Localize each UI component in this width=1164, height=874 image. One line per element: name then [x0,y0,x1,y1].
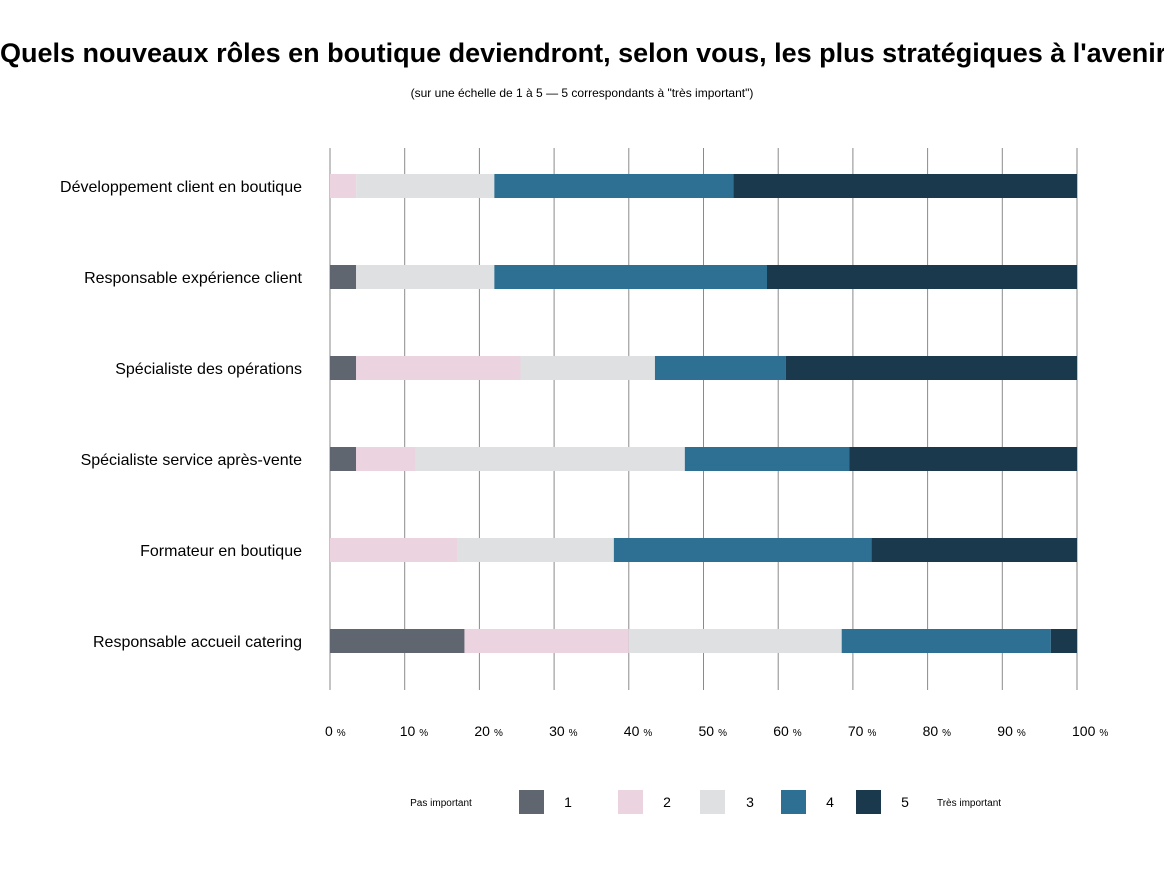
tick-label: 40% [624,723,653,739]
tick-label: 60% [773,723,802,739]
bar-segment-3 [356,265,495,289]
tick-label: 80% [923,723,952,739]
bar-segment-5 [1050,629,1077,653]
tick-label: 10% [400,723,429,739]
bar-segment-3 [456,538,614,562]
bar-segment-5 [849,447,1077,471]
bar-segment-4 [654,356,786,380]
x-axis-ticks: 0% 10% 20% 30% 40% 50% 60% 70% 80% 90% 100% [325,723,1108,739]
bar-segment-3 [628,629,842,653]
bar-segment-5 [766,265,1077,289]
tick-label: 100% [1072,723,1108,739]
legend-high-label: Très important [937,798,1001,809]
legend-swatch-4 [781,790,806,814]
bar-segment-5 [733,174,1077,198]
bar-segment-2 [464,629,629,653]
tick-label: 70% [848,723,877,739]
bar-segment-3 [356,174,495,198]
category-label: Formateur en boutique [140,543,302,560]
bar-segment-4 [841,629,1051,653]
legend-label-3: 3 [746,794,754,810]
bar-segment-3 [415,447,685,471]
tick-label: 90% [997,723,1026,739]
legend-label-2: 2 [663,794,671,810]
bar-segment-3 [520,356,655,380]
legend-swatch-1 [519,790,544,814]
bar-segment-1 [330,356,357,380]
legend-low-label: Pas important [410,798,472,809]
bar-segment-4 [613,538,872,562]
bar-segment-4 [494,265,767,289]
bars [330,174,1077,653]
bar-segment-2 [356,356,521,380]
tick-label: 50% [699,723,728,739]
legend-swatch-2 [618,790,643,814]
legend-swatch-5 [856,790,881,814]
legend-swatch-3 [700,790,725,814]
category-label: Spécialiste des opérations [115,361,302,378]
bar-segment-5 [871,538,1077,562]
legend: Pas important 1 2 3 4 5 Très important [410,790,1001,814]
bar-segment-2 [356,447,416,471]
category-labels: Développement client en boutique Responsa… [60,179,303,651]
category-label: Spécialiste service après-vente [81,452,303,469]
bar-segment-2 [330,174,357,198]
tick-label: 30% [549,723,578,739]
bar-segment-1 [330,629,465,653]
category-label: Responsable expérience client [84,270,302,287]
legend-label-5: 5 [901,794,909,810]
bar-segment-2 [330,538,457,562]
chart-title: Quels nouveaux rôles en boutique deviend… [0,38,1164,68]
chart-subtitle: (sur une échelle de 1 à 5 — 5 correspond… [410,86,754,100]
category-label: Responsable accueil catering [93,634,302,651]
bar-segment-5 [785,356,1077,380]
tick-label: 20% [474,723,503,739]
legend-label-1: 1 [564,794,572,810]
bar-segment-4 [494,174,734,198]
category-label: Développement client en boutique [60,179,302,196]
tick-label: 0% [325,723,346,739]
bar-segment-1 [330,265,357,289]
bar-segment-4 [684,447,850,471]
gridlines [329,148,1078,690]
legend-label-4: 4 [826,794,834,810]
bar-segment-1 [330,447,357,471]
